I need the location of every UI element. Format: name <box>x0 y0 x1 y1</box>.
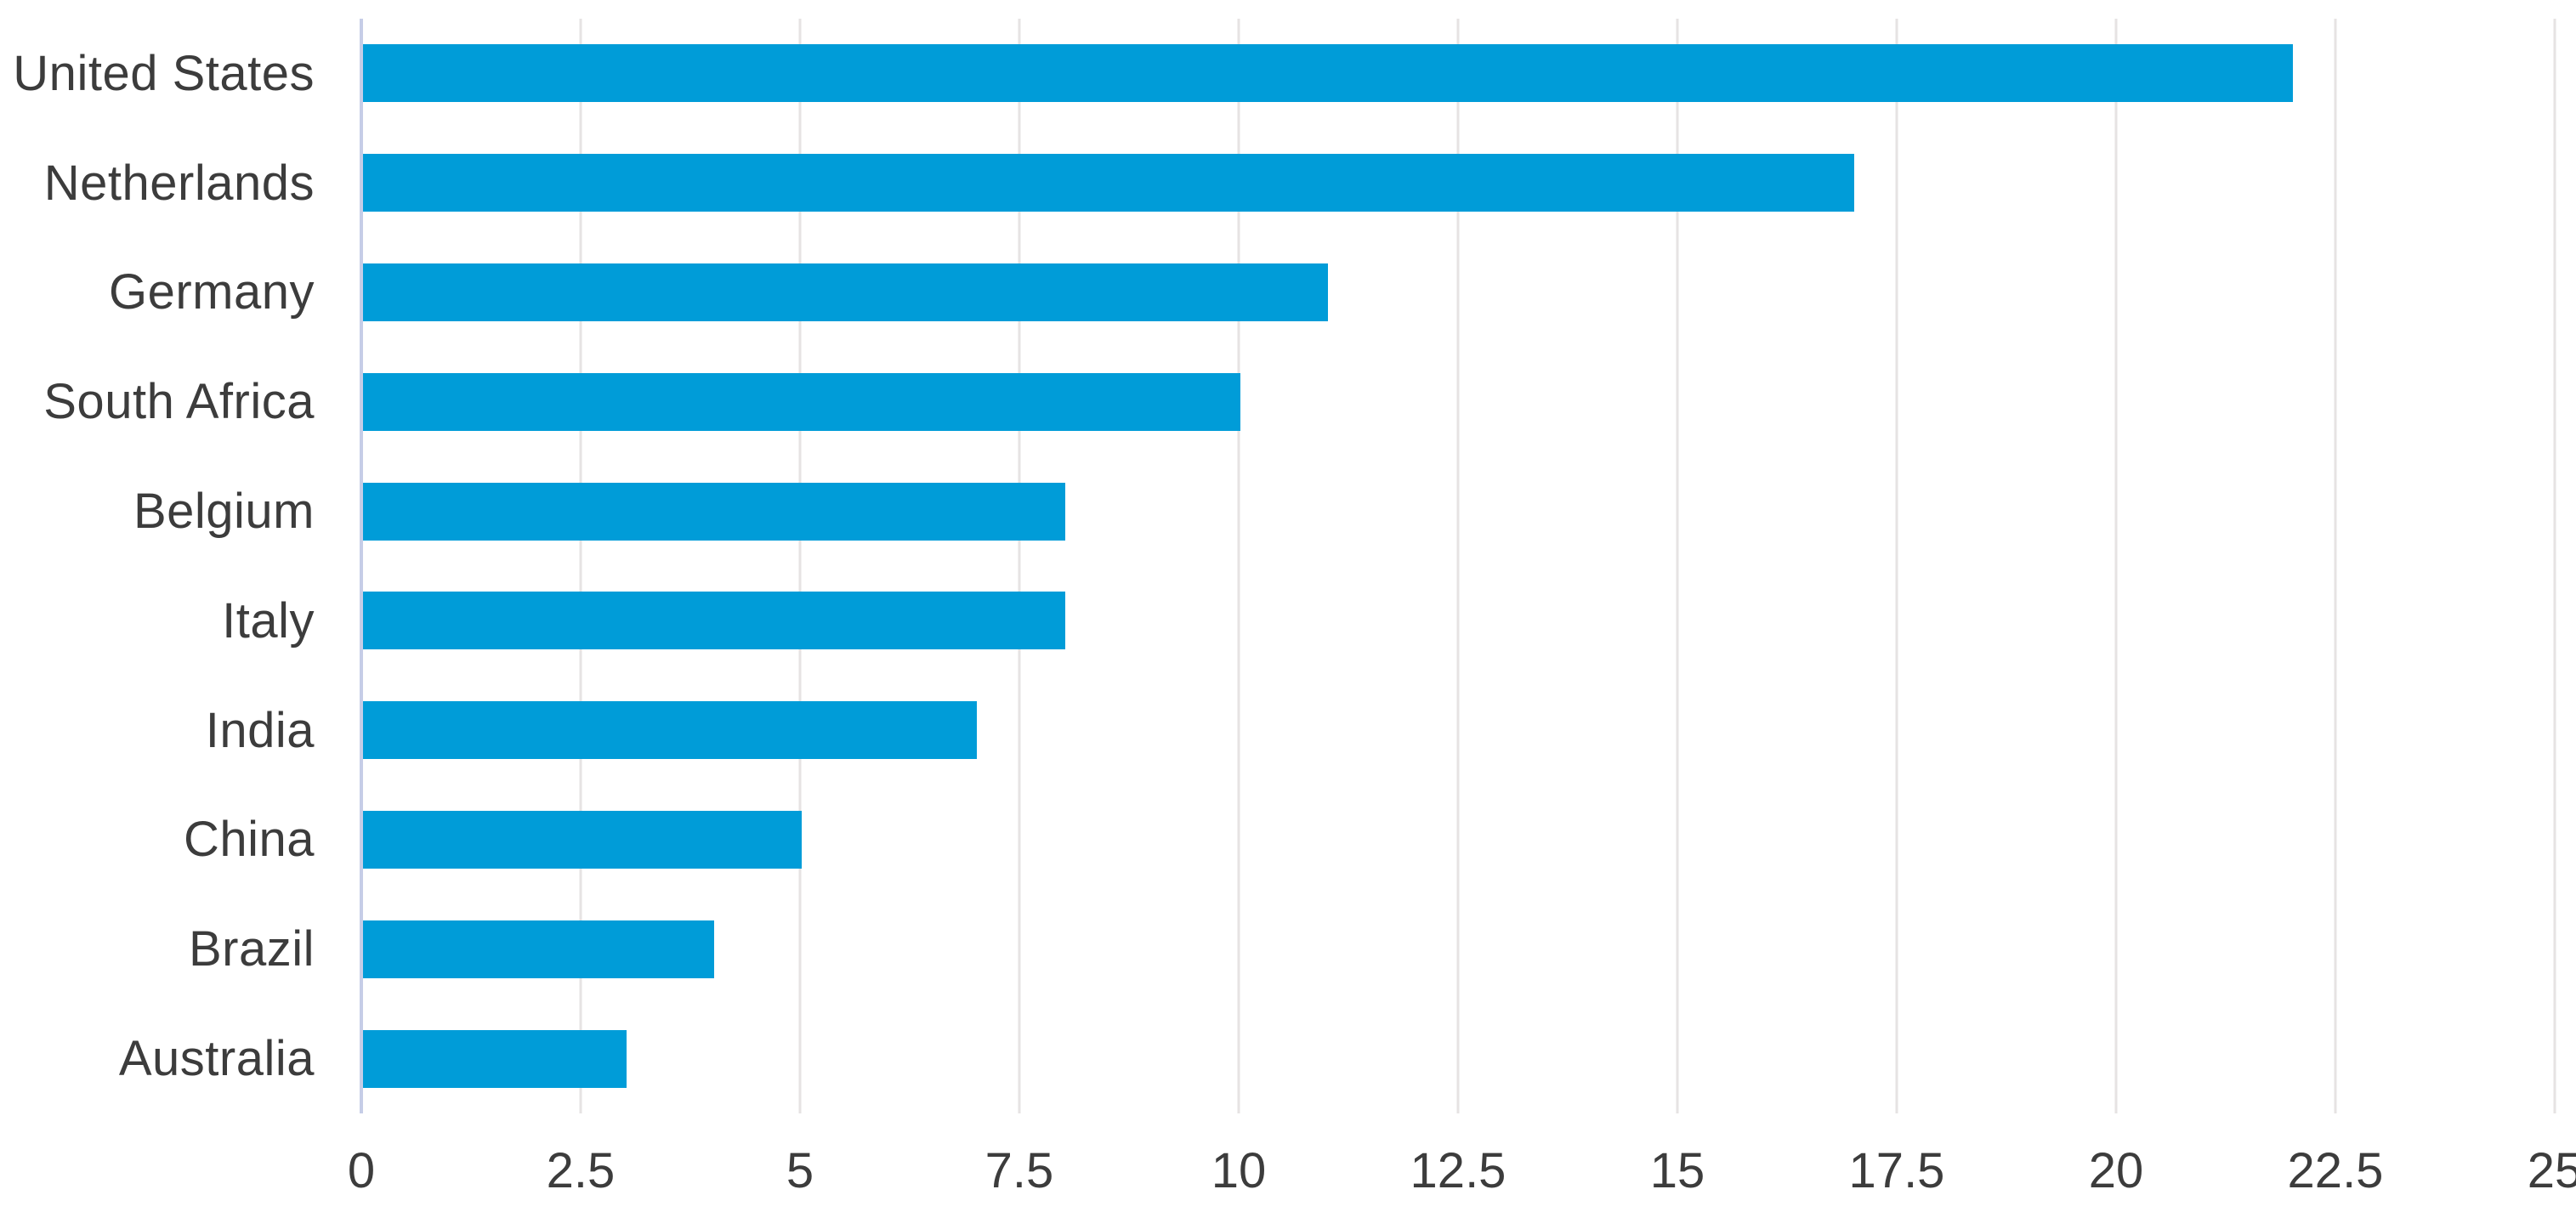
x-tick-label: 20 <box>2088 1143 2144 1198</box>
category-label: India <box>205 702 315 758</box>
value-axis-labels: 0 2.5 5 7.5 10 12.5 15 17.5 20 22.5 25 <box>348 1142 2576 1204</box>
bar-germany <box>363 263 1329 321</box>
x-tick-label: 10 <box>1211 1143 1267 1198</box>
category-label: South Africa <box>43 374 315 430</box>
category-label: United States <box>13 45 315 101</box>
bar-india <box>363 701 978 760</box>
x-tick-label: 2.5 <box>546 1143 616 1198</box>
category-label: Belgium <box>133 484 315 540</box>
x-tick-label: 25 <box>2527 1143 2576 1198</box>
bar-united-states <box>363 44 2294 103</box>
category-label: Italy <box>222 592 315 648</box>
x-tick-label: 7.5 <box>984 1143 1054 1198</box>
gridline <box>1018 19 1021 1113</box>
gridline <box>2334 19 2337 1113</box>
x-tick-label: 0 <box>347 1143 376 1198</box>
bar-australia <box>363 1029 627 1088</box>
gridline <box>1456 19 1460 1113</box>
gridline <box>2553 19 2556 1113</box>
x-tick-label: 12.5 <box>1410 1143 1506 1198</box>
x-tick-label: 22.5 <box>2287 1143 2384 1198</box>
bar-netherlands <box>363 154 1855 212</box>
bar-brazil <box>363 920 714 978</box>
x-tick-label: 15 <box>1649 1143 1705 1198</box>
gridline <box>1895 19 1898 1113</box>
category-axis-labels: United States Netherlands Germany South Afr… <box>0 19 315 1113</box>
category-label: Australia <box>118 1031 315 1087</box>
gridline <box>1676 19 1679 1113</box>
x-tick-label: 17.5 <box>1848 1143 1945 1198</box>
bar-italy <box>363 592 1065 650</box>
gridline <box>579 19 582 1113</box>
x-tick-label: 5 <box>786 1143 814 1198</box>
bar-south-africa <box>363 372 1240 431</box>
gridline <box>798 19 802 1113</box>
bar-china <box>363 811 802 869</box>
category-label: Brazil <box>188 921 315 977</box>
plot-area <box>360 19 2556 1113</box>
y-axis-line <box>360 19 363 1113</box>
category-label: Netherlands <box>43 155 315 211</box>
bar-belgium <box>363 482 1065 541</box>
category-label: Germany <box>108 264 315 320</box>
gridline <box>2114 19 2118 1113</box>
category-label: China <box>183 812 315 868</box>
gridline <box>1237 19 1240 1113</box>
